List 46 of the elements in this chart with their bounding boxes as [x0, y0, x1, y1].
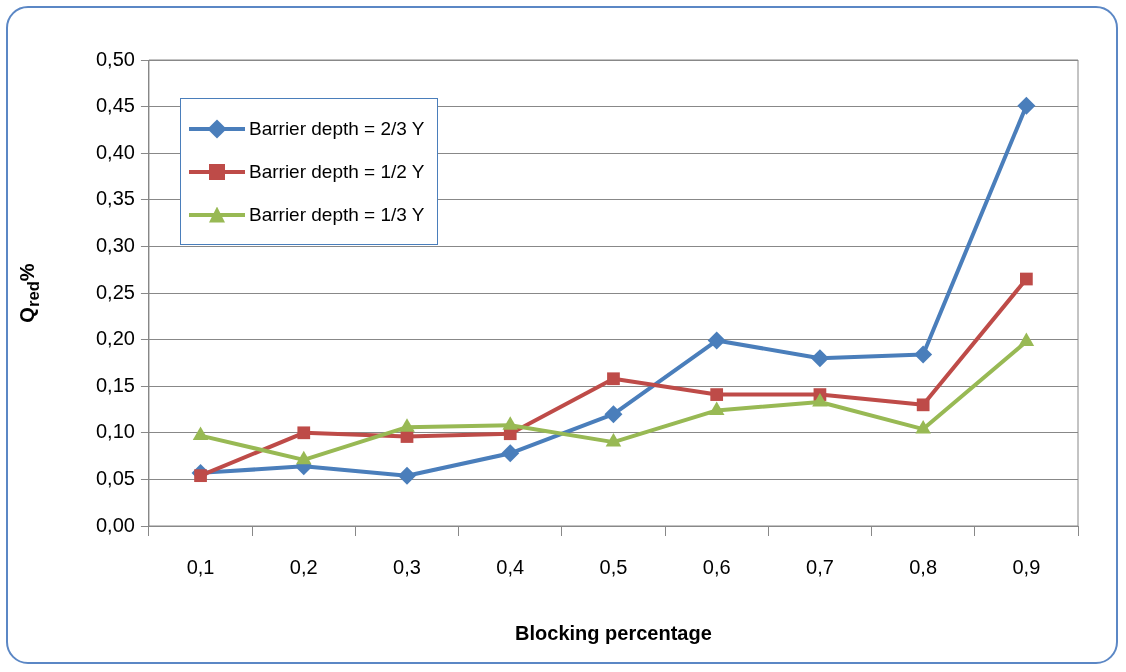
point	[192, 426, 209, 441]
y-tick-label: 0,40	[95, 140, 135, 163]
point	[1020, 272, 1033, 286]
x-axis-title: Blocking percentage	[515, 621, 712, 644]
y-tick-label: 0,25	[95, 280, 135, 303]
point	[810, 349, 829, 368]
x-tick-label: 0,6	[702, 555, 731, 578]
legend-label: Barrier depth = 1/3 Y	[249, 203, 425, 226]
point	[1018, 332, 1035, 346]
x-tick-label: 0,3	[393, 555, 421, 578]
y-tick-label: 0,45	[95, 94, 135, 117]
point	[297, 426, 311, 440]
point	[710, 388, 724, 401]
y-tick-label: 0,35	[95, 187, 135, 210]
point	[502, 416, 519, 430]
y-tick-label: 0,15	[95, 373, 135, 396]
x-tick-label: 0,7	[806, 555, 834, 578]
x-tick-label: 0,1	[186, 555, 215, 578]
point	[501, 444, 520, 463]
x-tick-label: 0,4	[496, 555, 525, 578]
y-tick-label: 0,05	[95, 466, 135, 489]
x-tick-label: 0,8	[909, 555, 938, 578]
point	[605, 433, 622, 447]
point	[812, 393, 828, 407]
y-tick-label: 0,50	[95, 47, 135, 70]
y-tick-label: 0,30	[95, 233, 135, 256]
point	[295, 450, 312, 465]
x-tick-label: 0,5	[599, 555, 628, 578]
point	[915, 420, 931, 434]
point	[604, 405, 623, 424]
point	[1017, 96, 1036, 115]
point	[194, 469, 207, 483]
point	[708, 401, 725, 415]
x-tick-label: 0,2	[289, 555, 318, 578]
point	[916, 398, 930, 412]
y-tick-label: 0,20	[95, 327, 135, 350]
legend-label: Barrier depth = 1/2 Y	[249, 160, 425, 183]
point	[607, 372, 620, 386]
point	[914, 345, 933, 364]
y-tick-label: 0,00	[95, 513, 135, 536]
point	[707, 331, 726, 350]
point	[399, 418, 415, 432]
point	[398, 466, 416, 485]
legend-label: Barrier depth = 2/3 Y	[249, 117, 425, 140]
y-tick-label: 0,10	[95, 420, 135, 443]
x-tick-label: 0,9	[1012, 555, 1041, 578]
